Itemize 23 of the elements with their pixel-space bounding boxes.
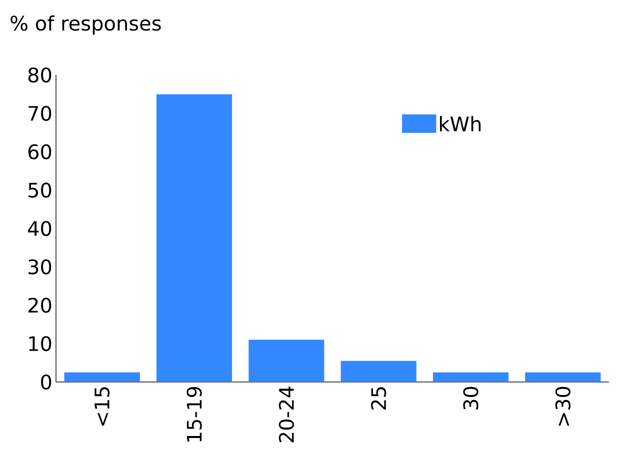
x-tick-label: 25 (371, 387, 386, 410)
y-tick-label: 40 (28, 220, 52, 236)
bar (156, 94, 232, 382)
bar (432, 372, 509, 382)
x-tick-label: <15 (94, 387, 110, 426)
y-tick-label: 70 (28, 106, 52, 121)
x-tick-label: 15-19 (186, 386, 202, 442)
y-tick-label: 30 (28, 259, 52, 274)
y-tick-label: 50 (28, 182, 52, 198)
y-tick-label: 10 (29, 336, 52, 352)
x-tick-label: 30 (463, 386, 478, 410)
x-tick-label: 20-24 (278, 386, 294, 442)
y-tick-label: 0 (41, 374, 52, 390)
bar (64, 372, 140, 382)
legend-label: kWh (440, 116, 481, 132)
y-tick-label: 20 (28, 298, 52, 313)
bar (525, 372, 601, 382)
y-axis-title: % of responses (10, 15, 161, 35)
bar (340, 360, 416, 382)
y-tick-label: 80 (28, 67, 52, 83)
y-tick-label: 60 (28, 144, 52, 160)
bar (248, 340, 324, 382)
x-tick-label: >30 (555, 386, 570, 426)
